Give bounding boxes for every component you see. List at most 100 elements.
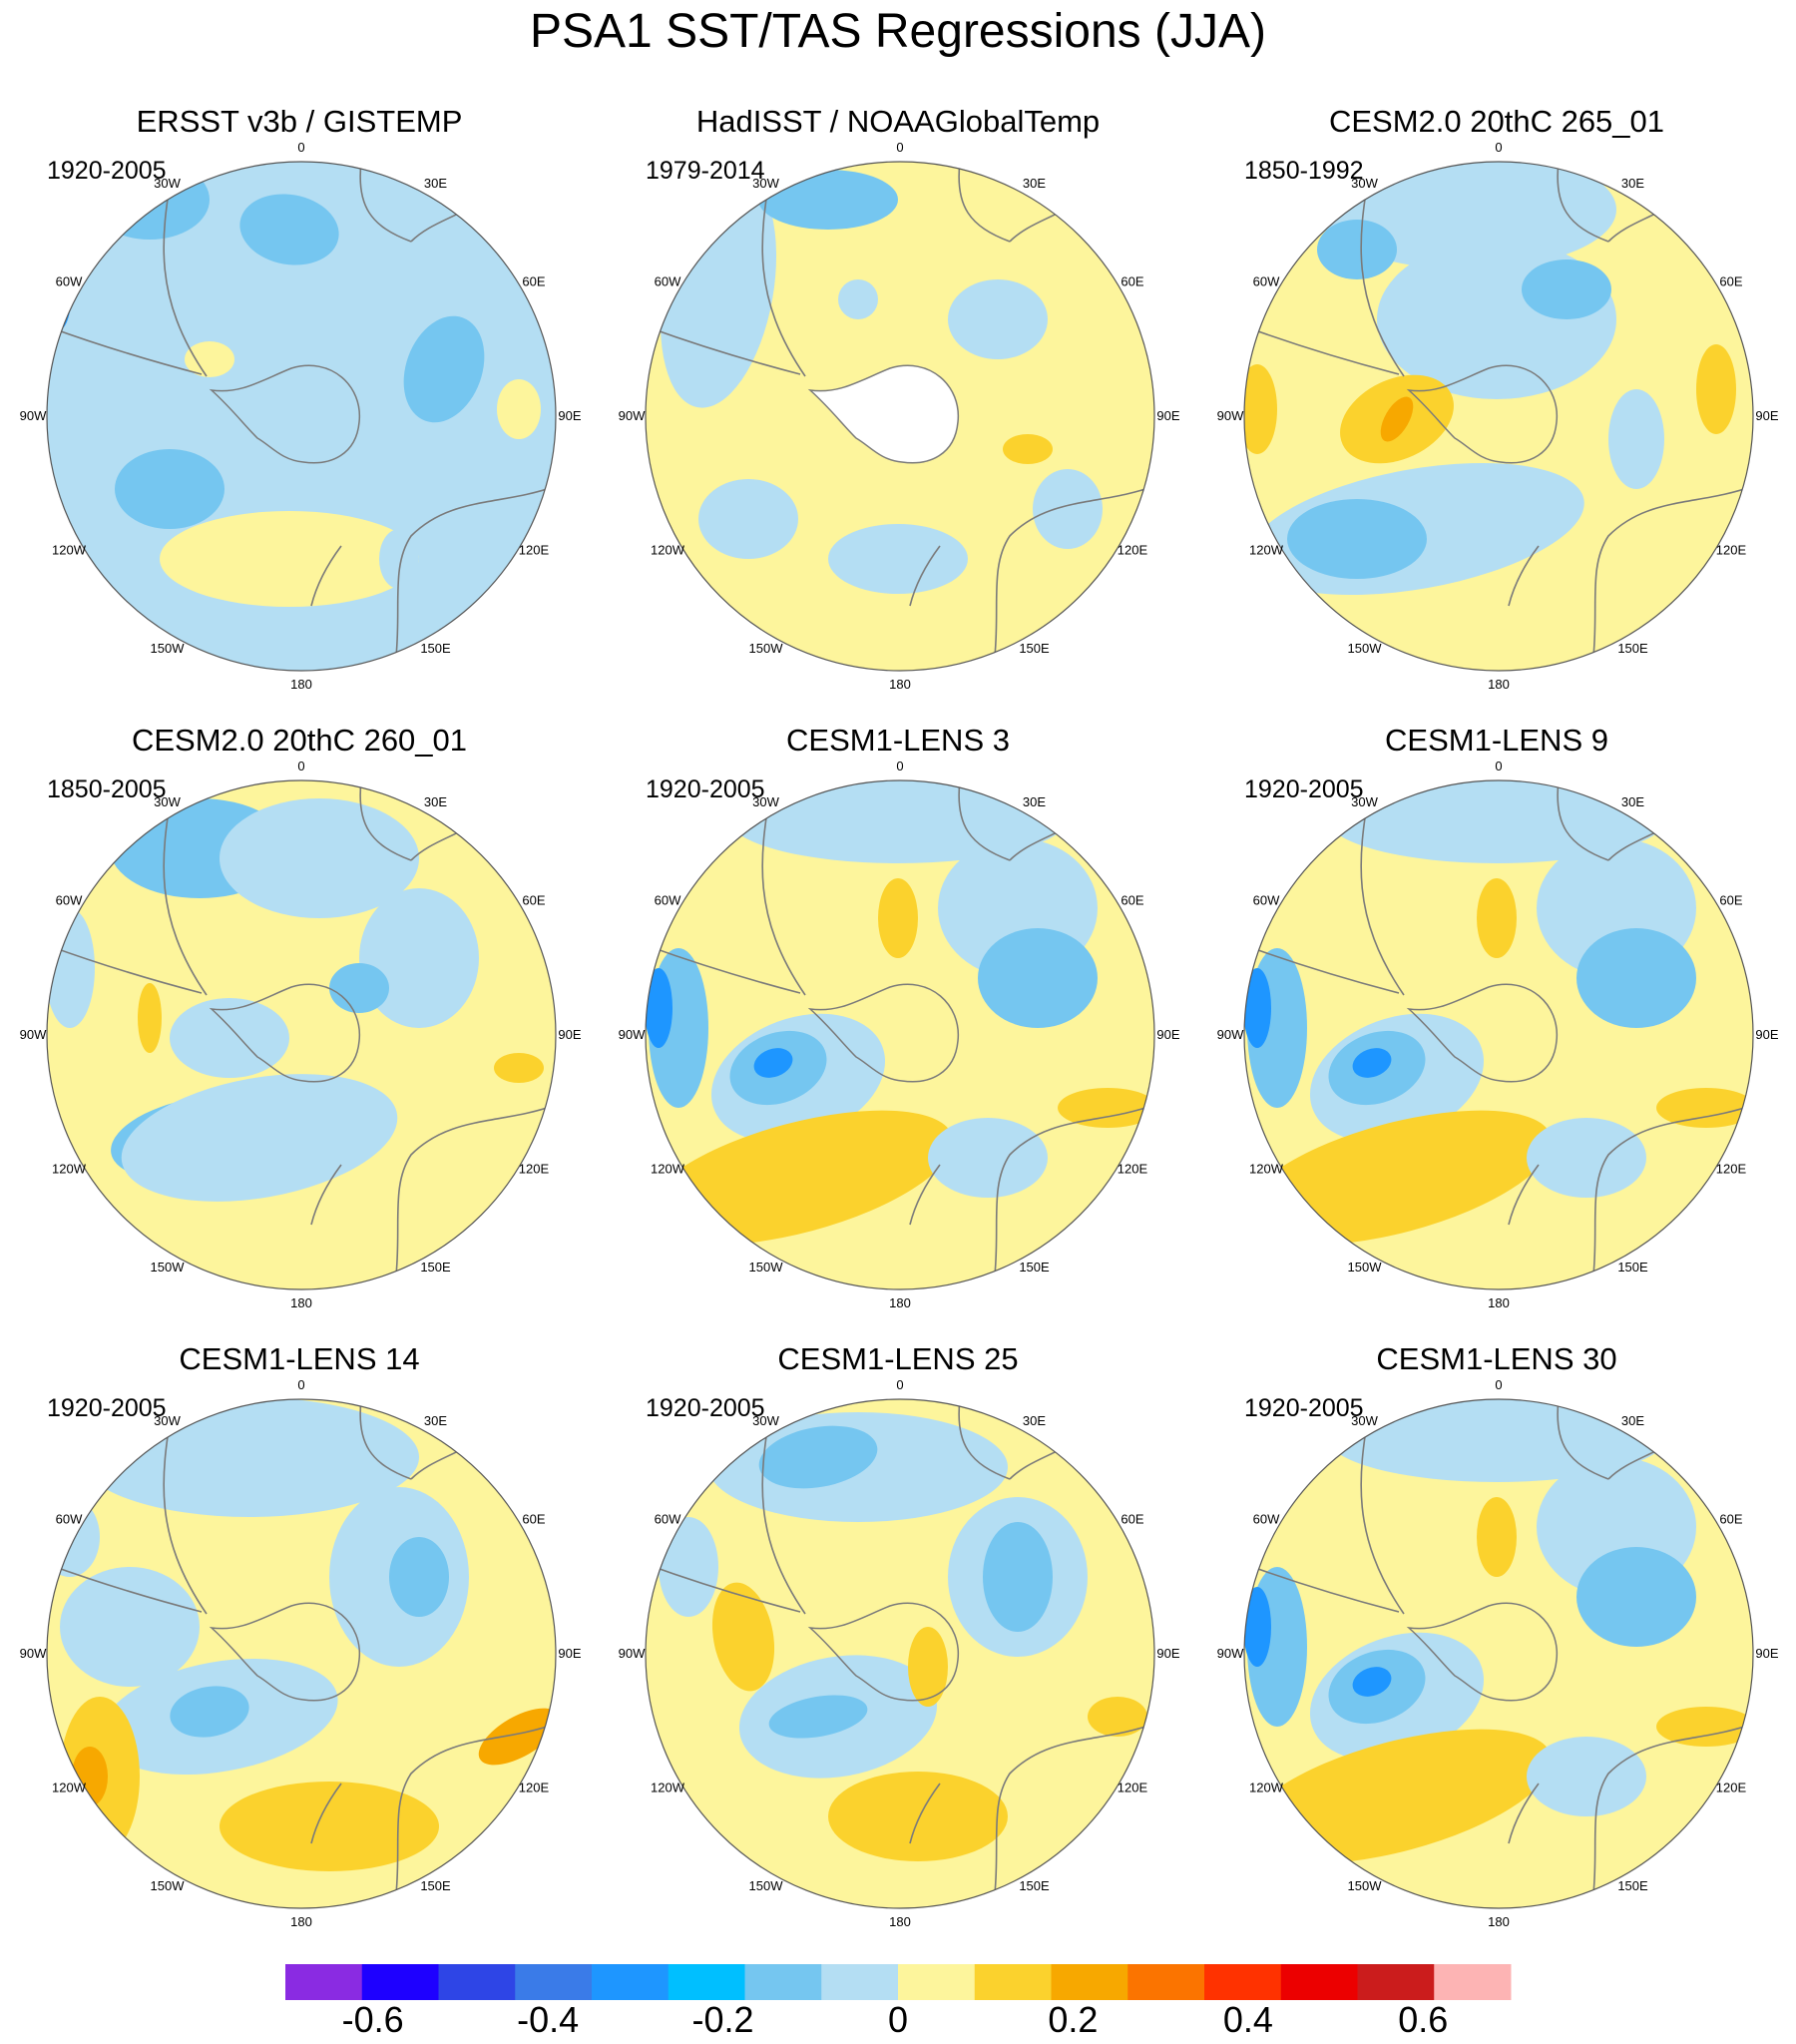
longitude-label: 30W bbox=[154, 1413, 181, 1428]
south-america-coastline bbox=[47, 944, 203, 994]
contour-region bbox=[220, 1782, 439, 1871]
africa-coastline bbox=[958, 162, 1011, 243]
longitude-label: 90W bbox=[1217, 1646, 1244, 1661]
contour-region bbox=[753, 1048, 793, 1078]
antarctica-coastline bbox=[209, 1602, 361, 1702]
longitude-label: 0 bbox=[297, 759, 304, 773]
contour-region bbox=[698, 479, 798, 559]
longitude-label: 180 bbox=[290, 1914, 312, 1929]
longitude-label: 90E bbox=[1156, 408, 1179, 423]
longitude-label: 120W bbox=[1249, 543, 1284, 558]
longitude-label: 90E bbox=[558, 1646, 581, 1661]
africa-coastline bbox=[359, 1399, 412, 1480]
longitude-label: 120E bbox=[519, 1162, 550, 1177]
australia-coastline bbox=[395, 485, 556, 657]
colorbar-tick-label: -0.4 bbox=[517, 1999, 580, 2040]
longitude-label: 120E bbox=[519, 543, 550, 558]
contour-region bbox=[1656, 1088, 1753, 1128]
longitude-label: 120W bbox=[651, 543, 685, 558]
contour-region bbox=[379, 529, 419, 589]
colorbar-swatch bbox=[1127, 1964, 1205, 2000]
panel-title: CESM1-LENS 3 bbox=[786, 723, 1010, 758]
panel-period: 1979-2014 bbox=[646, 157, 765, 185]
south-america-coastline bbox=[646, 1563, 801, 1613]
longitude-label: 30W bbox=[752, 176, 779, 191]
antarctica-coastline bbox=[807, 1602, 960, 1702]
contour-region bbox=[758, 1425, 878, 1489]
longitude-label: 60E bbox=[1121, 1512, 1143, 1527]
antarctica-coastline bbox=[209, 364, 361, 464]
longitude-label: 150E bbox=[1019, 1260, 1050, 1275]
longitude-label: 30E bbox=[1023, 176, 1046, 191]
contour-region bbox=[1088, 1697, 1147, 1737]
colorbar-tick-label: -0.6 bbox=[341, 1999, 404, 2040]
map-panel: 0 30E 60E 90E 120E 150E 180 150W 120W 90W 60W 30W CE… bbox=[0, 1327, 599, 1946]
contour-region bbox=[711, 1582, 775, 1692]
map-boundary bbox=[46, 1398, 557, 1909]
panel-title: CESM1-LENS 30 bbox=[1376, 1341, 1617, 1376]
polar-map: 0 30E 60E 90E 120E 150E 180 150W 120W 90W 60W 30W bbox=[1217, 140, 1779, 692]
longitude-label: 180 bbox=[889, 1914, 911, 1929]
contour-region bbox=[838, 279, 878, 319]
colorbar-tick-label: 0.2 bbox=[1048, 1999, 1099, 2040]
longitude-label: 90W bbox=[619, 408, 646, 423]
longitude-label: 60W bbox=[1253, 1512, 1280, 1527]
colorbar-swatch bbox=[515, 1964, 593, 2000]
longitude-label: 150E bbox=[420, 1878, 451, 1893]
panel-period: 1920-2005 bbox=[646, 775, 765, 803]
contour-region bbox=[359, 888, 479, 1028]
longitude-label: 60W bbox=[655, 893, 681, 908]
australia-coastline bbox=[1592, 1723, 1753, 1894]
longitude-label: 180 bbox=[290, 677, 312, 692]
contour-region bbox=[1003, 434, 1053, 464]
panel-title: CESM2.0 20thC 260_01 bbox=[131, 723, 468, 758]
longitude-label: 60W bbox=[56, 893, 83, 908]
longitude-label: 60W bbox=[655, 274, 681, 289]
longitude-label: 90W bbox=[1217, 1027, 1244, 1042]
contour-region bbox=[1244, 364, 1277, 454]
contour-region bbox=[403, 315, 485, 423]
contour-region bbox=[220, 798, 419, 918]
longitude-label: 150W bbox=[151, 641, 186, 656]
longitude-label: 90W bbox=[619, 1027, 646, 1042]
map-boundary bbox=[1243, 161, 1754, 672]
longitude-label: 150W bbox=[151, 1260, 186, 1275]
colorbar-swatch bbox=[821, 1964, 899, 2000]
panel-title: CESM2.0 20thC 265_01 bbox=[1328, 104, 1665, 139]
longitude-label: 60W bbox=[56, 274, 83, 289]
colorbar-swatch bbox=[974, 1964, 1052, 2000]
longitude-label: 120E bbox=[1118, 1162, 1148, 1177]
panel-period: 1850-1992 bbox=[1244, 157, 1364, 185]
polar-map: 0 30E 60E 90E 120E 150E 180 150W 120W 90W 60W 30W bbox=[20, 140, 582, 692]
colorbar-swatch bbox=[1204, 1964, 1282, 2000]
contour-region bbox=[478, 1708, 556, 1766]
contour-region bbox=[1527, 1118, 1646, 1198]
colorbar-swatch bbox=[898, 1964, 976, 2000]
longitude-label: 120E bbox=[1118, 543, 1148, 558]
longitude-label: 0 bbox=[896, 759, 903, 773]
contour-region bbox=[659, 1517, 718, 1617]
map-panel: 0 30E 60E 90E 120E 150E 180 150W 120W 90W 60W 30W CE… bbox=[1197, 709, 1796, 1327]
colorbar-tick-label: 0.4 bbox=[1222, 1999, 1273, 2040]
longitude-label: 60E bbox=[522, 893, 545, 908]
longitude-label: 0 bbox=[297, 1377, 304, 1392]
new-zealand-coastline bbox=[1508, 545, 1540, 607]
map-boundary bbox=[46, 161, 557, 672]
colorbar-swatch bbox=[438, 1964, 516, 2000]
colorbar-swatch bbox=[285, 1964, 363, 2000]
contour-region bbox=[60, 1567, 200, 1687]
colorbar-swatch bbox=[1434, 1964, 1512, 2000]
longitude-label: 120W bbox=[651, 1781, 685, 1795]
south-america-coastline bbox=[646, 325, 801, 375]
contour-region bbox=[170, 1686, 249, 1738]
south-america-coastline bbox=[646, 944, 801, 994]
longitude-label: 60E bbox=[1719, 274, 1742, 289]
contour-region bbox=[768, 1695, 868, 1739]
figure-title: PSA1 SST/TAS Regressions (JJA) bbox=[530, 5, 1266, 58]
longitude-label: 180 bbox=[1488, 1295, 1510, 1310]
longitude-label: 0 bbox=[1495, 759, 1502, 773]
longitude-label: 30W bbox=[1351, 176, 1378, 191]
africa-coastline bbox=[1557, 780, 1609, 861]
longitude-label: 30E bbox=[1023, 1413, 1046, 1428]
africa-coastline bbox=[359, 162, 412, 243]
